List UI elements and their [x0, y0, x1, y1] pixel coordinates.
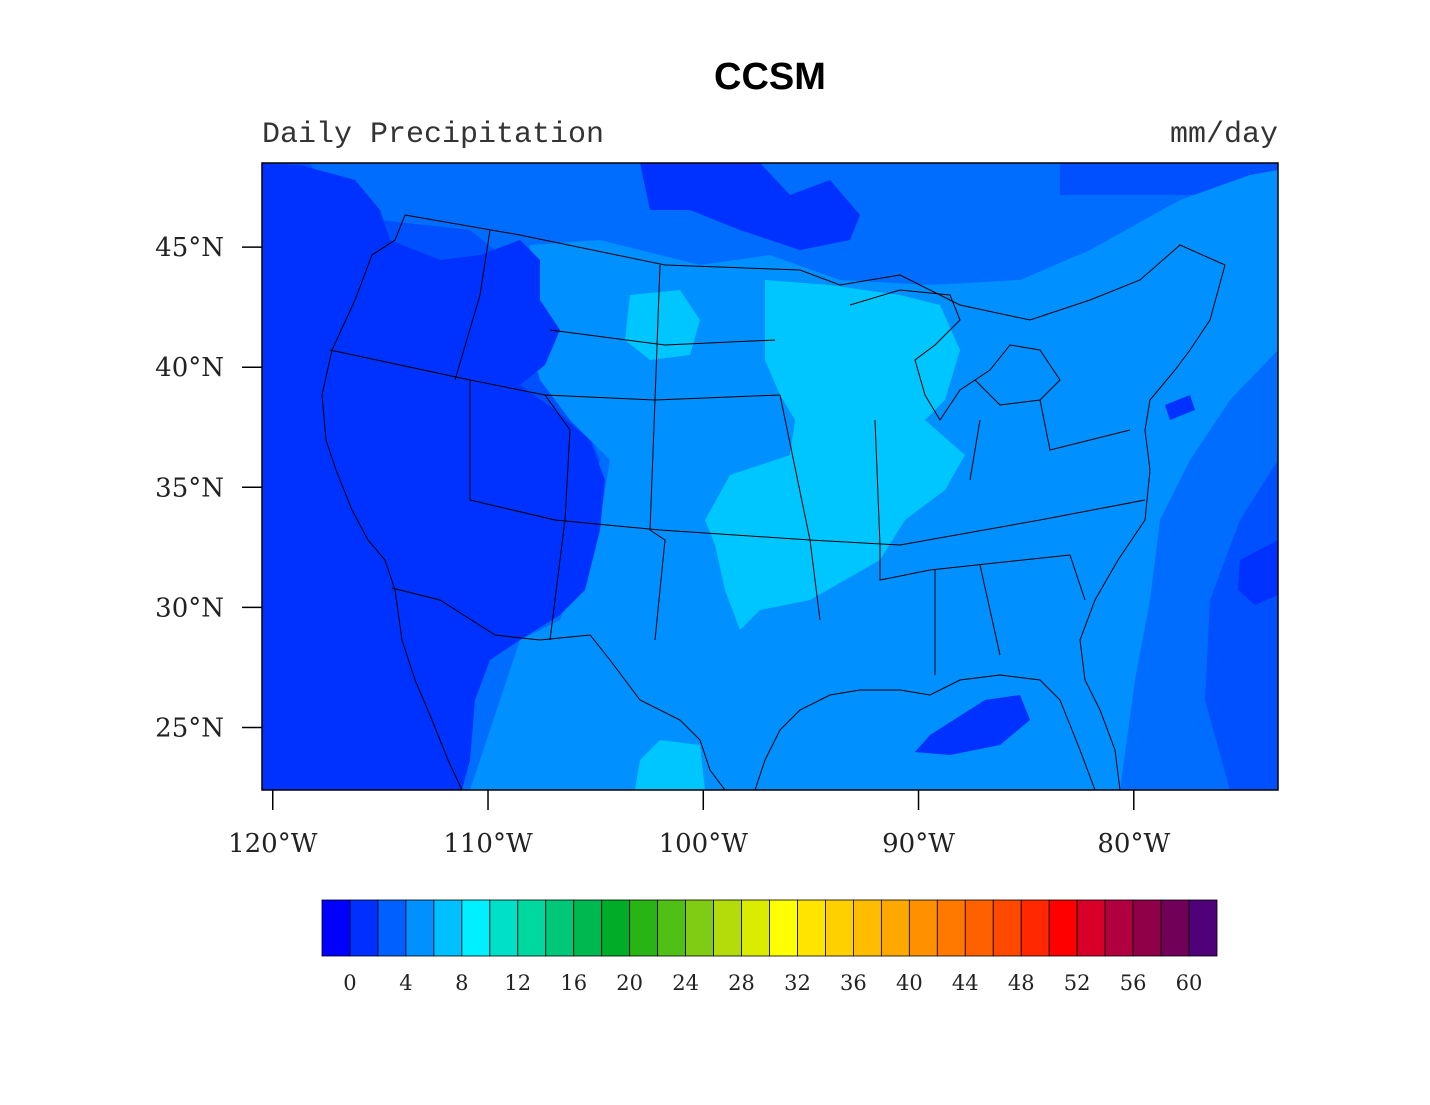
- colorbar-box: [1132, 899, 1162, 957]
- colorbar-box: [797, 899, 826, 957]
- map-plot-area: [262, 163, 1278, 790]
- colorbar-box: [657, 899, 686, 957]
- colorbar: [321, 899, 1218, 957]
- colorbar-label: 48: [1008, 971, 1035, 995]
- eastern-states-borders: [879, 399, 1146, 675]
- colorbar-box: [377, 899, 407, 957]
- precip-region-0to2-northeast: [640, 163, 860, 250]
- plot-frame: [261, 162, 1279, 791]
- colorbar-label: 28: [728, 971, 755, 995]
- lat-tick-label: 25°N: [155, 714, 224, 744]
- precip-region-0to2-ny: [1165, 395, 1195, 420]
- colorbar-label: 12: [504, 971, 531, 995]
- colorbar-box: [1160, 899, 1190, 957]
- colorbar-box: [1020, 899, 1050, 957]
- colorbar-box: [769, 899, 798, 957]
- colorbar-box: [517, 899, 547, 957]
- colorbar-label: 36: [840, 971, 867, 995]
- us-canada-border: [404, 214, 1226, 321]
- colorbar-box: [1104, 899, 1134, 957]
- plot-title: CCSM: [714, 56, 826, 98]
- colorbar-box: [825, 899, 854, 957]
- rocky-states-borders: [329, 229, 901, 641]
- precip-region-0to2-west: [262, 163, 605, 790]
- colorbar-box: [489, 899, 519, 957]
- colorbar-box: [433, 899, 463, 957]
- colorbar-box: [349, 899, 379, 957]
- colorbar-label: 16: [560, 971, 587, 995]
- colorbar-label: 40: [896, 971, 923, 995]
- units-label: mm/day: [1169, 118, 1278, 152]
- great-lakes-outline: [849, 289, 1061, 421]
- lat-tick-label: 30°N: [155, 593, 224, 623]
- colorbar-box: [573, 899, 603, 957]
- longitude-axis: 120°W 110°W 100°W 90°W 80°W: [228, 790, 1170, 859]
- colorbar-label: 8: [455, 971, 468, 995]
- colorbar-box: [545, 899, 575, 957]
- colorbar-label: 24: [672, 971, 699, 995]
- mexico-border: [391, 587, 726, 790]
- colorbar-label: 32: [784, 971, 811, 995]
- lon-tick-label: 110°W: [443, 829, 533, 859]
- colorbar-box: [1076, 899, 1106, 957]
- colorbar-label: 52: [1064, 971, 1091, 995]
- colorbar-box: [629, 899, 659, 957]
- colorbar-label: 60: [1176, 971, 1203, 995]
- latitude-axis: 45°N 40°N 35°N 30°N 25°N: [155, 233, 262, 744]
- colorbar-box: [936, 899, 966, 957]
- colorbar-box: [405, 899, 435, 957]
- precip-region-0to2-atlantic: [1238, 540, 1278, 605]
- colorbar-box: [1048, 899, 1078, 957]
- colorbar-box: [713, 899, 742, 957]
- colorbar-box: [853, 899, 882, 957]
- colorbar-box: [741, 899, 770, 957]
- colorbar-box: [880, 899, 910, 957]
- precip-region-6to8-south: [635, 740, 705, 790]
- variable-name: Daily Precipitation: [262, 118, 605, 152]
- colorbar-box: [1188, 899, 1218, 957]
- precip-region-0to2-gulf: [915, 695, 1030, 755]
- precip-region-6to8-central: [705, 280, 965, 630]
- colorbar-box: [685, 899, 714, 957]
- colorbar-box: [601, 899, 631, 957]
- lon-tick-label: 100°W: [659, 829, 749, 859]
- colorbar-label: 0: [343, 971, 356, 995]
- colorbar-label: 44: [952, 971, 979, 995]
- lon-tick-label: 80°W: [1097, 829, 1170, 859]
- colorbar-label: 4: [399, 971, 412, 995]
- colorbar-box: [321, 899, 351, 957]
- west-coast-outline: [321, 214, 463, 790]
- east-coast-outline: [1079, 264, 1226, 790]
- lon-tick-label: 90°W: [882, 829, 955, 859]
- colorbar-box: [992, 899, 1022, 957]
- lat-tick-label: 45°N: [155, 233, 224, 263]
- lat-tick-label: 40°N: [155, 353, 224, 383]
- lat-tick-label: 35°N: [155, 473, 224, 503]
- colorbar-box: [461, 899, 491, 957]
- colorbar-labels: 0 4 8 12 16 20 24 28 32 36 40 44 48 52 56 60: [343, 971, 1202, 995]
- lon-tick-label: 120°W: [228, 829, 318, 859]
- gulf-coast-outline: [754, 674, 1096, 790]
- colorbar-label: 20: [616, 971, 643, 995]
- boundaries: [321, 214, 1226, 790]
- colorbar-box: [908, 899, 938, 957]
- colorbar-label: 56: [1120, 971, 1147, 995]
- colorbar-box: [964, 899, 994, 957]
